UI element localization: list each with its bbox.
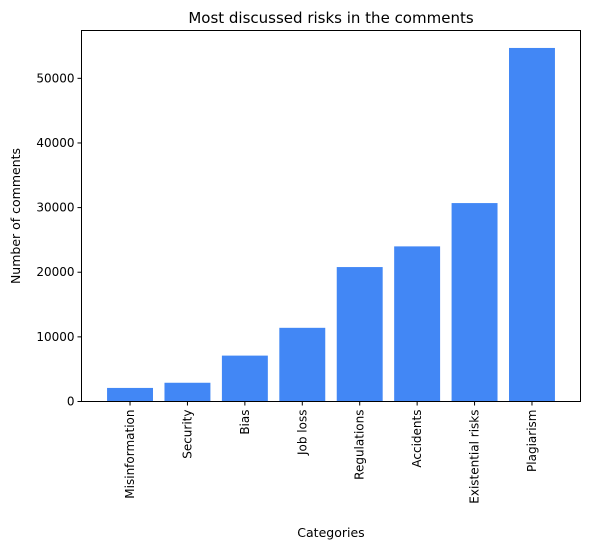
- y-tick-label: 30000: [36, 201, 74, 215]
- x-axis-label: Categories: [297, 525, 364, 540]
- bar-bias: [221, 355, 268, 402]
- y-tick-label: 20000: [36, 265, 74, 279]
- chart-title: Most discussed risks in the comments: [188, 9, 474, 27]
- y-tick-label: 50000: [36, 71, 74, 85]
- bar-plagiarism: [509, 47, 555, 402]
- x-tick-label: Security: [180, 410, 194, 459]
- x-tick-label: Job loss: [295, 410, 309, 457]
- x-tick-label: Misinformation: [123, 410, 137, 499]
- y-axis-label: Number of comments: [8, 148, 23, 284]
- y-tick-label: 10000: [36, 330, 74, 344]
- bar-job-loss: [279, 327, 326, 402]
- x-tick-label: Regulations: [353, 410, 367, 480]
- bar-security: [164, 382, 211, 402]
- plot-frame: [81, 30, 581, 402]
- bar-existential-risks: [451, 203, 498, 402]
- x-tick-label: Existential risks: [468, 409, 482, 503]
- bar-accidents: [394, 246, 441, 402]
- x-axis: Misinformation Security Bias Job loss Regula…: [123, 401, 539, 504]
- y-tick-label: 0: [67, 395, 75, 409]
- bar-misinformation: [107, 387, 153, 402]
- bar-regulations: [336, 267, 383, 402]
- y-tick-label: 40000: [36, 136, 74, 150]
- y-axis: 0 10000 20000 30000 40000 50000: [36, 71, 82, 409]
- bars-layer: [107, 47, 555, 402]
- x-tick-label: Accidents: [410, 410, 424, 468]
- x-tick-label: Plagiarism: [525, 410, 539, 472]
- x-tick-label: Bias: [238, 410, 252, 435]
